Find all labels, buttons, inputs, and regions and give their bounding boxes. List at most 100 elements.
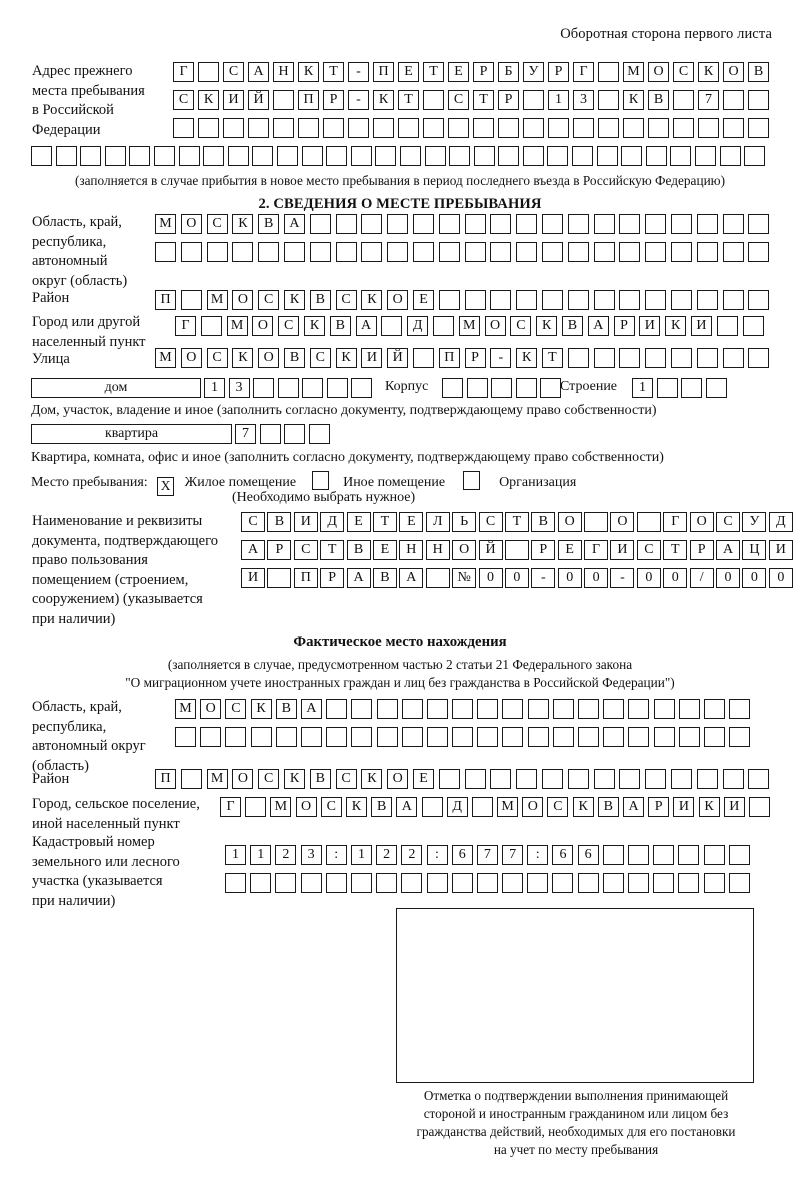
form-cell[interactable] (398, 118, 419, 138)
form-cell[interactable] (399, 146, 421, 166)
form-cell[interactable]: Р (473, 62, 494, 82)
form-cell[interactable]: / (689, 568, 714, 588)
form-cell[interactable]: К (283, 769, 305, 789)
form-cell[interactable] (723, 90, 744, 110)
form-cell[interactable]: № (452, 568, 477, 588)
form-cell[interactable] (602, 845, 624, 865)
form-cell[interactable]: О (689, 512, 714, 532)
form-cell[interactable] (490, 290, 512, 310)
form-cell[interactable]: Е (346, 512, 371, 532)
form-cell[interactable]: В (329, 316, 351, 336)
form-cell[interactable] (547, 146, 569, 166)
form-cell[interactable]: 7 (476, 845, 498, 865)
form-cell[interactable]: 1 (225, 845, 246, 865)
form-cell[interactable]: Ь (452, 512, 477, 532)
form-cell[interactable] (326, 727, 348, 747)
form-cell[interactable] (326, 146, 348, 166)
form-cell[interactable] (619, 348, 641, 368)
form-cell[interactable]: А (248, 62, 269, 82)
form-cell[interactable]: В (561, 316, 583, 336)
form-cell[interactable] (155, 242, 176, 262)
form-cell[interactable]: Р (613, 316, 635, 336)
form-cell[interactable] (206, 242, 228, 262)
form-cell[interactable] (748, 118, 769, 138)
form-cell[interactable]: В (283, 348, 305, 368)
form-cell[interactable] (308, 424, 330, 444)
form-cell[interactable] (200, 316, 222, 336)
form-cell[interactable] (245, 797, 267, 817)
form-cell[interactable]: П (155, 290, 176, 310)
form-cell[interactable] (567, 769, 589, 789)
actual-region-row-2[interactable] (175, 727, 754, 747)
form-cell[interactable]: С (223, 62, 244, 82)
form-cell[interactable]: 7 (502, 845, 524, 865)
form-cell[interactable] (423, 118, 444, 138)
form-cell[interactable]: И (639, 316, 661, 336)
form-cell[interactable]: В (309, 290, 331, 310)
form-cell[interactable]: 7 (698, 90, 719, 110)
form-cell[interactable]: И (768, 540, 793, 560)
form-cell[interactable] (173, 118, 194, 138)
checkbox-organization[interactable] (462, 471, 480, 490)
form-cell[interactable] (653, 699, 675, 719)
form-cell[interactable]: М (175, 699, 196, 719)
form-cell[interactable]: С (206, 214, 228, 234)
form-cell[interactable] (180, 242, 202, 262)
form-cell[interactable]: Т (473, 90, 494, 110)
form-cell[interactable] (623, 118, 644, 138)
form-cell[interactable]: М (155, 348, 176, 368)
form-cell[interactable]: К (361, 290, 383, 310)
form-cell[interactable]: Л (425, 512, 450, 532)
form-cell[interactable]: 0 (557, 568, 582, 588)
form-cell[interactable] (722, 290, 744, 310)
form-cell[interactable]: В (258, 214, 280, 234)
form-cell[interactable]: О (387, 290, 409, 310)
form-cell[interactable] (748, 242, 770, 262)
form-cell[interactable] (523, 90, 544, 110)
form-cell[interactable]: Г (663, 512, 688, 532)
form-cell[interactable] (301, 146, 323, 166)
form-cell[interactable]: В (275, 699, 297, 719)
form-cell[interactable]: А (355, 316, 377, 336)
form-cell[interactable]: С (258, 769, 280, 789)
form-cell[interactable] (426, 873, 448, 893)
form-cell[interactable]: А (399, 568, 424, 588)
form-cell[interactable]: 6 (451, 845, 473, 865)
form-cell[interactable] (573, 118, 594, 138)
form-cell[interactable]: С (673, 62, 694, 82)
form-cell[interactable] (703, 699, 725, 719)
form-cell[interactable]: С (293, 540, 318, 560)
form-cell[interactable]: Г (573, 62, 594, 82)
form-cell[interactable]: - (531, 568, 556, 588)
form-cell[interactable] (645, 348, 667, 368)
form-cell[interactable] (619, 769, 641, 789)
form-cell[interactable]: Д (320, 512, 345, 532)
form-cell[interactable] (275, 727, 297, 747)
form-cell[interactable]: 1 (250, 845, 272, 865)
form-cell[interactable]: О (387, 769, 409, 789)
form-cell[interactable] (452, 699, 474, 719)
form-cell[interactable] (748, 214, 770, 234)
form-cell[interactable] (742, 316, 764, 336)
form-cell[interactable] (326, 378, 348, 398)
form-cell[interactable] (273, 90, 294, 110)
form-cell[interactable]: П (298, 90, 319, 110)
form-cell[interactable] (273, 118, 294, 138)
form-cell[interactable] (621, 146, 643, 166)
form-cell[interactable] (696, 242, 718, 262)
form-cell[interactable] (705, 378, 727, 398)
form-cell[interactable]: М (206, 769, 228, 789)
ownership-document-row-3[interactable]: И П Р А В А № 0 0-0 0-0 0/0 0 0 (241, 568, 795, 588)
flat-box-label[interactable]: квартира (31, 424, 232, 444)
form-cell[interactable]: К (665, 316, 687, 336)
form-cell[interactable] (203, 146, 225, 166)
form-cell[interactable] (180, 290, 202, 310)
form-cell[interactable] (476, 873, 498, 893)
form-cell[interactable] (426, 699, 448, 719)
form-cell[interactable]: Р (267, 540, 292, 560)
form-cell[interactable]: С (241, 512, 265, 532)
form-cell[interactable] (656, 378, 678, 398)
form-cell[interactable] (423, 90, 444, 110)
